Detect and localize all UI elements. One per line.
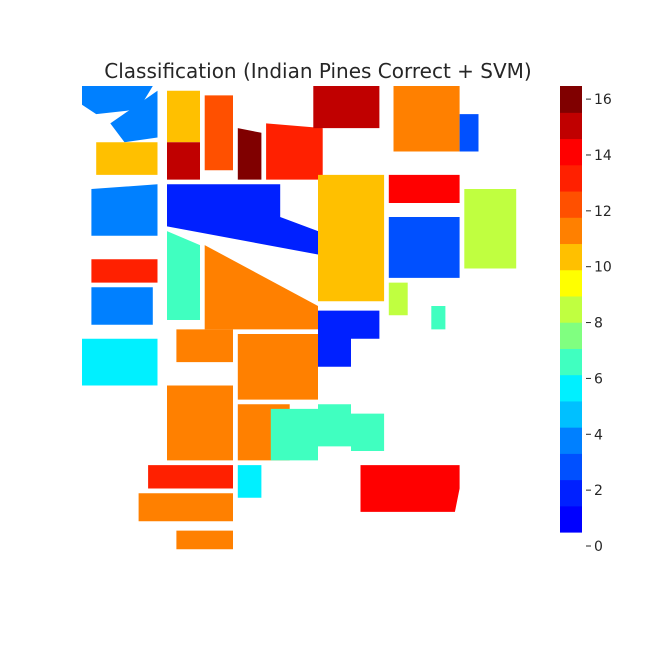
class-region-1 <box>167 184 318 255</box>
colorbar-tick-label: 8 <box>594 316 603 332</box>
colorbar-segment-2 <box>560 453 582 481</box>
class-region-15 <box>313 86 380 129</box>
colorbar-tick-label: 12 <box>594 204 612 220</box>
class-region-5 <box>82 338 158 386</box>
class-region-13 <box>91 259 158 283</box>
class-region-14 <box>360 465 460 512</box>
class-region-11 <box>204 245 318 330</box>
class-region-13 <box>148 465 233 489</box>
colorbar-ticks: 0 2 4 6 8 10 12 14 16 <box>586 92 612 555</box>
colorbar-segment-11 <box>560 217 582 245</box>
class-region-3 <box>110 90 158 143</box>
class-region-16 <box>237 128 262 180</box>
colorbar-tick-label: 10 <box>594 260 612 276</box>
colorbar-tick-label: 4 <box>594 427 603 443</box>
class-region-5 <box>237 465 262 498</box>
colorbar-tick-label: 16 <box>594 92 612 108</box>
chart-title: Classification (Indian Pines Correct + S… <box>104 59 531 83</box>
class-region-6 <box>318 404 351 447</box>
class-region-15 <box>167 142 200 180</box>
class-region-11 <box>138 493 233 522</box>
colorbar-segment-14 <box>560 138 582 166</box>
colorbar-segment-13 <box>560 164 582 192</box>
class-region-11 <box>167 385 233 461</box>
colorbar-segment-1 <box>560 479 582 507</box>
class-region-6 <box>270 408 318 461</box>
class-region-8 <box>464 189 517 269</box>
class-region-1 <box>318 310 380 367</box>
class-region-11 <box>176 329 233 363</box>
class-region-6 <box>167 231 200 320</box>
class-region-3 <box>91 184 158 236</box>
colorbar-segment-3 <box>560 427 582 454</box>
colorbar-segment-10 <box>560 243 582 271</box>
class-region-11 <box>393 86 460 152</box>
class-region-11 <box>176 530 233 550</box>
colorbar-segment-6 <box>560 348 582 376</box>
colorbar-tick-label: 14 <box>594 148 612 164</box>
colorbar-segment-9 <box>560 269 582 297</box>
class-region-13 <box>266 123 323 180</box>
colorbar-segment-7 <box>560 322 582 349</box>
class-region-8 <box>388 282 408 316</box>
colorbar-segment-0 <box>560 505 582 533</box>
class-region-10 <box>167 90 200 143</box>
class-region-12 <box>204 95 233 171</box>
colorbar-segment-5 <box>560 374 582 402</box>
class-region-6 <box>431 306 446 330</box>
colorbar-tick-label: 6 <box>594 371 603 387</box>
class-region-2 <box>459 114 479 152</box>
colorbar-tick-label: 2 <box>594 483 603 499</box>
class-region-11 <box>237 334 318 400</box>
class-region-10 <box>96 142 158 175</box>
class-region-6 <box>351 413 385 451</box>
class-region-2 <box>388 217 460 278</box>
class-region-10 <box>318 174 385 302</box>
colorbar-tick-label: 0 <box>594 539 603 555</box>
colorbar-segment-8 <box>560 295 582 323</box>
colorbar <box>560 86 582 533</box>
colorbar-segment-16 <box>560 86 582 113</box>
colorbar-segment-12 <box>560 190 582 218</box>
colorbar-segment-4 <box>560 400 582 428</box>
classification-map <box>82 86 554 554</box>
colorbar-segment-15 <box>560 112 582 140</box>
class-region-3 <box>91 287 153 325</box>
class-region-14 <box>388 174 460 203</box>
